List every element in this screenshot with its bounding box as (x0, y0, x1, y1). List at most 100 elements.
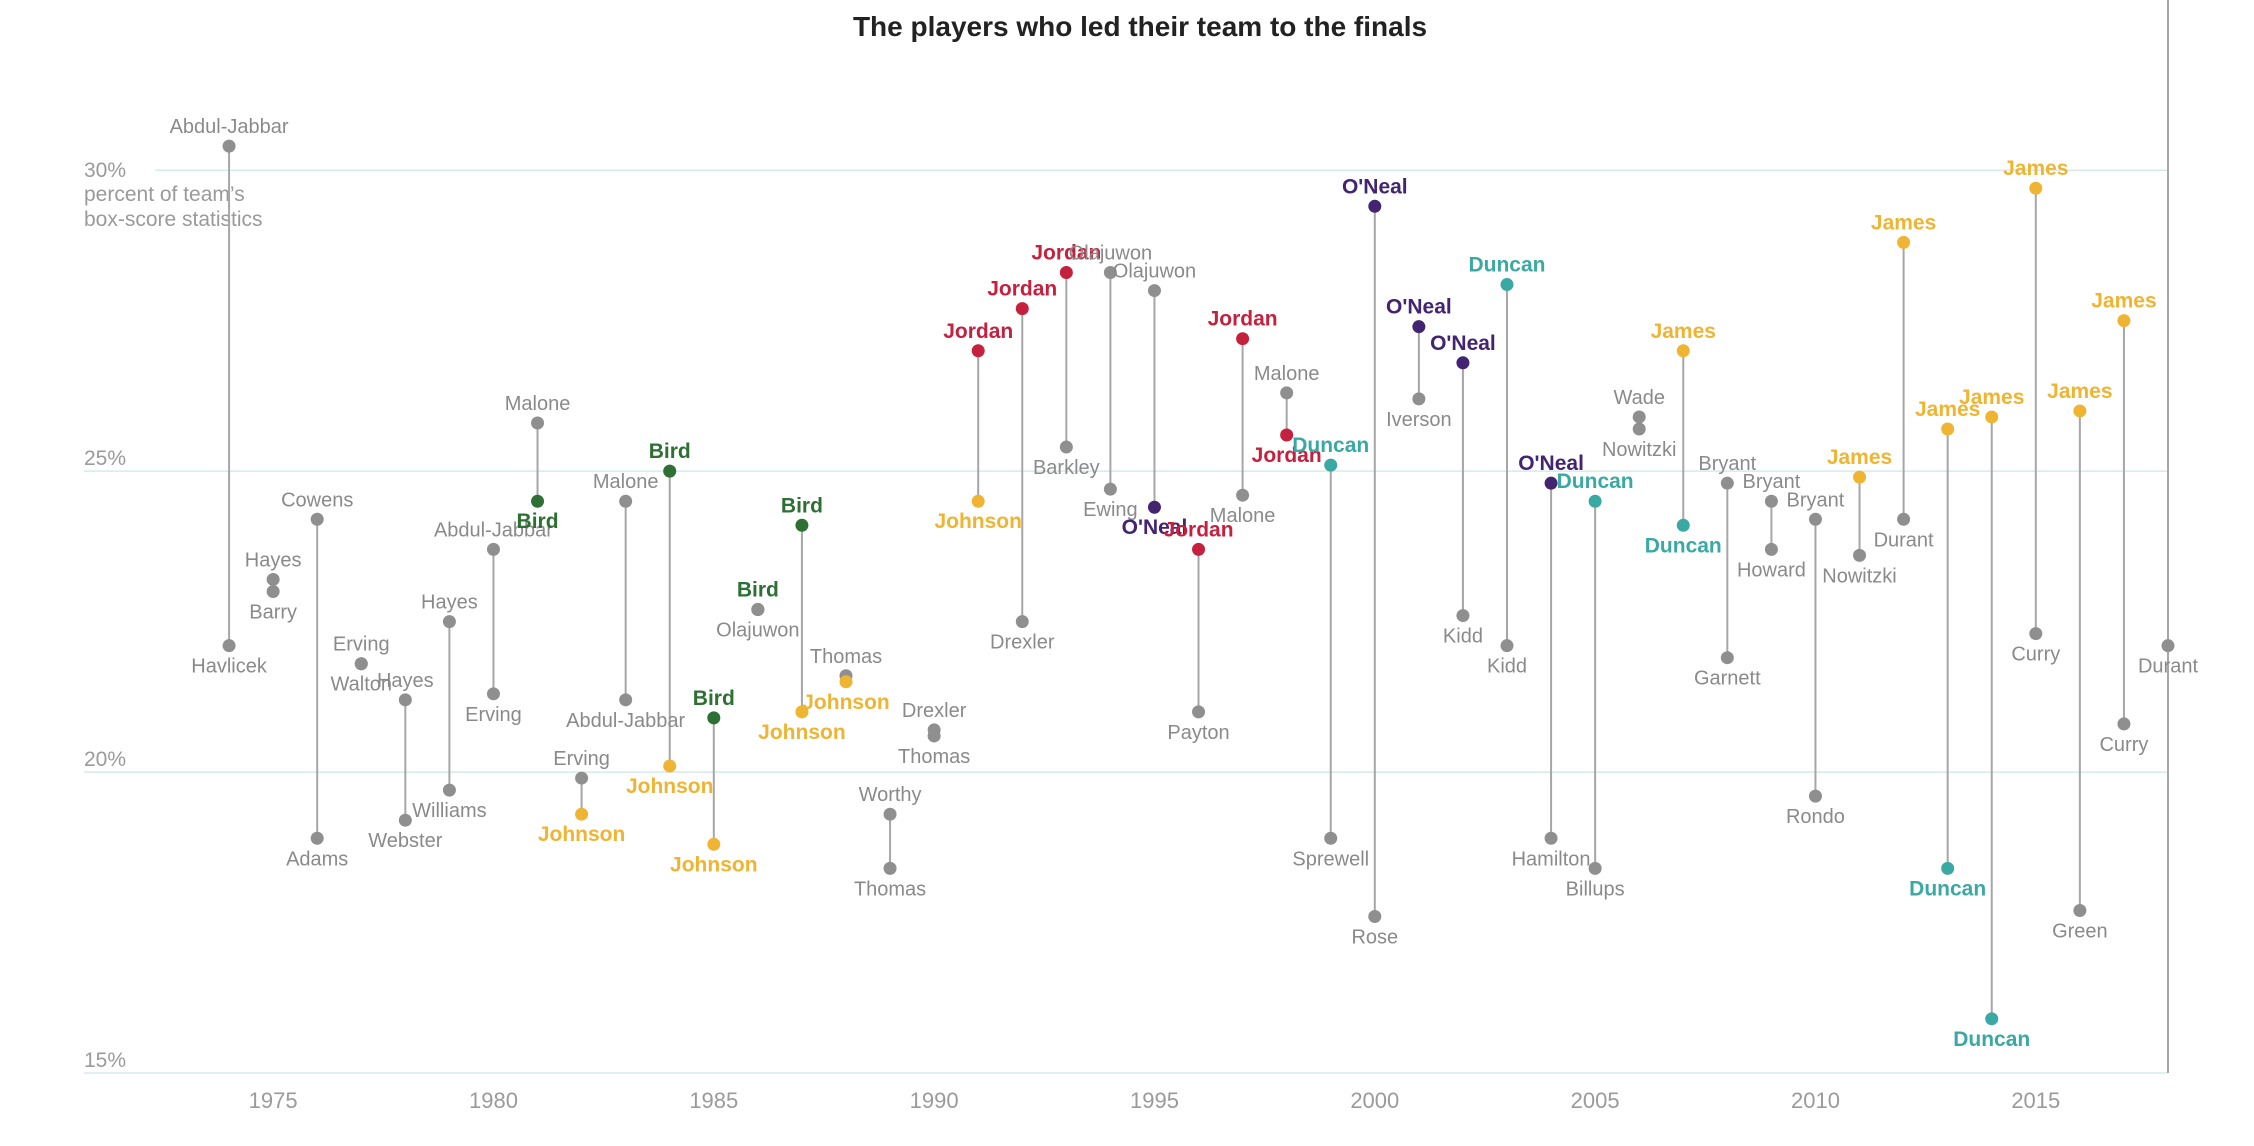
player-dot (1456, 609, 1470, 623)
y-unit-label: percent of team’s box-score statistics (84, 183, 263, 231)
y-tick-label: 30% (84, 159, 126, 182)
player-dot (795, 705, 809, 719)
player-dot (1147, 500, 1161, 514)
player-dot (486, 687, 500, 701)
player-dot (1764, 494, 1778, 508)
player-label: Abdul-Jabbar (170, 116, 289, 138)
player-label: Jordan (1208, 308, 1278, 331)
player-dot (531, 494, 545, 508)
player-dot (1412, 320, 1426, 334)
player-label: Thomas (898, 746, 970, 768)
x-tick-label: 1985 (689, 1088, 738, 1113)
player-dot (1897, 235, 1911, 249)
player-dot (1324, 831, 1338, 845)
player-label: Jordan (1031, 242, 1101, 265)
player-dot (1941, 861, 1955, 875)
player-label: Malone (1254, 363, 1320, 385)
player-label: James (1871, 211, 1936, 234)
x-tick-label: 1975 (249, 1088, 298, 1113)
player-dot (1720, 476, 1734, 490)
player-dot (310, 831, 324, 845)
gridlines (84, 169, 2168, 1074)
player-dot (1324, 458, 1338, 472)
player-dot (266, 585, 280, 598)
player-dot (1544, 476, 1558, 490)
player-label: Johnson (934, 510, 1022, 533)
y-tick-label: 25% (84, 447, 126, 470)
player-label: Bird (649, 440, 691, 463)
player-label: Duncan (1557, 470, 1634, 493)
player-label: Duncan (1468, 254, 1545, 277)
player-dot (751, 603, 765, 617)
player-dot (663, 759, 677, 773)
player-label: Bryant (1787, 489, 1845, 511)
player-dot (2117, 314, 2131, 328)
player-dot (1808, 789, 1822, 803)
player-dot (1500, 278, 1514, 292)
player-dot (971, 494, 985, 508)
player-label: Thomas (810, 646, 882, 668)
player-label: James (2091, 290, 2156, 313)
player-label: Barry (249, 602, 297, 624)
player-dot (971, 344, 985, 358)
player-label: Rose (1351, 927, 1398, 949)
player-label: Drexler (990, 632, 1055, 654)
player-dot (442, 615, 456, 629)
player-dot (1985, 1012, 1999, 1026)
player-label: O'Neal (1342, 175, 1408, 198)
player-label: Drexler (902, 700, 967, 722)
player-label: Thomas (854, 878, 926, 900)
player-label: Hayes (421, 592, 478, 614)
player-label: Jordan (943, 320, 1013, 343)
player-label: Duncan (1953, 1028, 2030, 1051)
x-tick-label: 1980 (469, 1088, 518, 1113)
player-dot (2029, 627, 2043, 641)
player-label: Green (2052, 920, 2108, 942)
player-dot (486, 542, 500, 556)
player-label: Worthy (859, 784, 922, 806)
player-label: Malone (505, 393, 571, 415)
x-tick-label: 1995 (1130, 1088, 1179, 1113)
player-label: James (1827, 446, 1892, 469)
player-label: Erving (465, 704, 522, 726)
player-dot (619, 693, 633, 707)
player-labels: Abdul-Jabbar Havlicek Hayes Barry Cowens Adam… (170, 116, 2199, 1051)
chart-title: The players who led their team to the fi… (853, 11, 1427, 42)
player-label: Durant (1874, 529, 1934, 551)
player-dot (1236, 332, 1250, 346)
player-dot (1103, 266, 1117, 280)
player-label: Abdul-Jabbar (434, 519, 553, 541)
player-label: Wade (1613, 387, 1665, 409)
player-dot (575, 807, 589, 821)
player-label: Johnson (538, 823, 626, 846)
player-label: Erving (333, 634, 390, 656)
player-label: Duncan (1909, 877, 1986, 900)
y-tick-label: 20% (84, 748, 126, 771)
player-label: Johnson (758, 721, 846, 744)
player-dot (619, 494, 633, 508)
player-dot (1059, 440, 1073, 454)
player-dot (1676, 344, 1690, 358)
player-label: Iverson (1386, 409, 1452, 431)
player-dot (1103, 482, 1117, 496)
player-label: Garnett (1694, 668, 1761, 690)
player-dot (398, 693, 412, 707)
player-label: Kidd (1487, 656, 1527, 678)
player-dot (1412, 392, 1426, 406)
player-label: Billups (1566, 878, 1625, 900)
player-dot (1632, 422, 1646, 436)
player-dot (442, 783, 456, 797)
player-label: Bird (517, 510, 559, 533)
player-label: Adams (286, 848, 348, 870)
player-label: Bird (693, 687, 735, 710)
player-label: James (1651, 320, 1716, 343)
player-dot (1544, 831, 1558, 845)
player-dot (266, 572, 280, 586)
player-label: Walton (331, 674, 393, 696)
x-tick-label: 2005 (1571, 1088, 1620, 1113)
y-tick-label: 15% (84, 1049, 126, 1072)
player-label: Malone (1210, 505, 1276, 527)
player-label: Bird (781, 494, 823, 517)
player-label: Rondo (1786, 806, 1845, 828)
player-dot (2117, 717, 2131, 731)
